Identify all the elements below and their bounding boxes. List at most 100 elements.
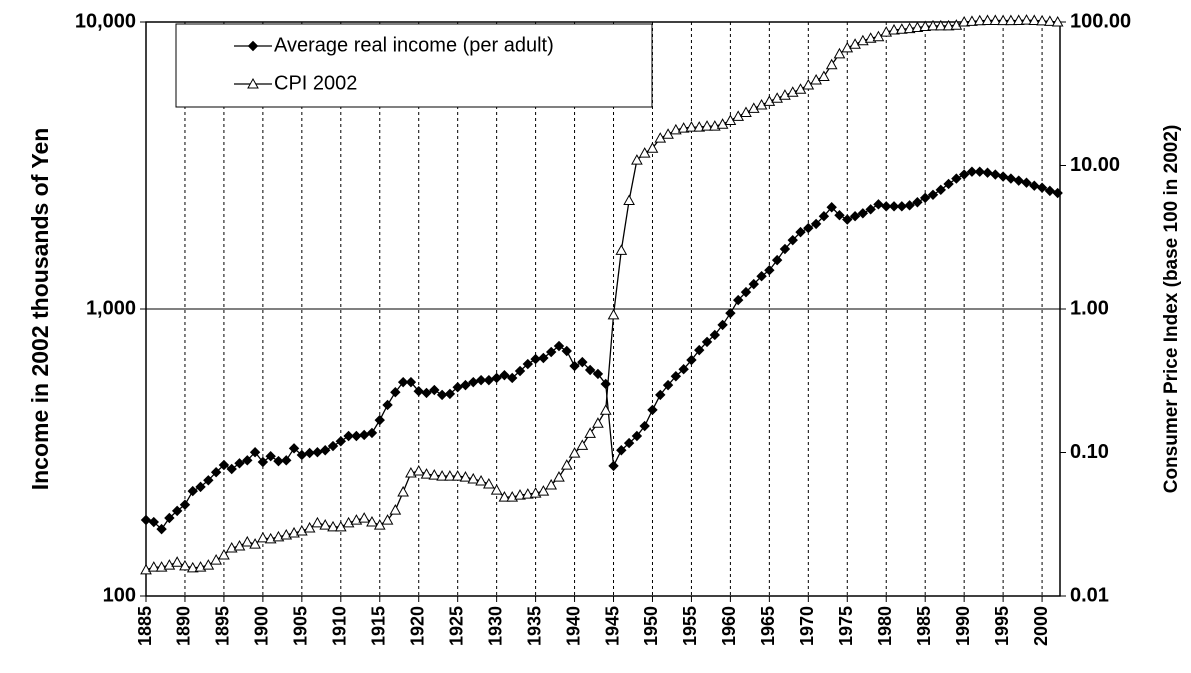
data-point	[436, 470, 448, 481]
y2-tick-label: 10.00	[1070, 154, 1120, 176]
data-point	[553, 340, 565, 352]
data-point	[507, 372, 518, 384]
data-point	[428, 469, 441, 480]
x-tick-label: 1925	[446, 606, 466, 646]
data-point	[412, 464, 425, 476]
data-point	[927, 189, 939, 200]
data-point	[530, 353, 541, 365]
data-point	[834, 210, 845, 221]
data-point	[1028, 14, 1041, 25]
data-point	[740, 286, 752, 298]
data-point	[997, 14, 1009, 26]
data-point	[810, 218, 822, 230]
data-point	[716, 118, 729, 129]
x-tick-label: 1905	[291, 606, 311, 646]
x-tick-label: 1955	[680, 606, 700, 646]
data-point	[1005, 173, 1017, 184]
data-point	[241, 535, 254, 547]
data-point	[429, 384, 440, 396]
data-point	[436, 389, 448, 401]
data-point	[599, 404, 612, 415]
x-tick-label: 1970	[797, 606, 817, 646]
data-point	[421, 387, 432, 399]
data-point	[491, 372, 502, 384]
data-point	[1052, 187, 1063, 199]
data-point	[935, 184, 946, 196]
data-point	[592, 417, 604, 428]
data-point	[732, 110, 745, 121]
y-tick-label: 100	[103, 584, 136, 606]
data-point	[171, 556, 184, 567]
data-point	[202, 559, 215, 570]
data-point	[974, 166, 985, 177]
data-point	[140, 514, 152, 526]
data-point	[982, 167, 993, 178]
x-tick-label: 1930	[485, 606, 505, 646]
data-point	[592, 368, 604, 380]
data-point	[786, 86, 799, 97]
data-point	[242, 455, 253, 466]
data-point	[631, 154, 643, 165]
y2-tick-label: 0.10	[1070, 441, 1109, 463]
data-point	[896, 201, 908, 212]
data-point	[296, 449, 308, 461]
data-point	[577, 356, 588, 368]
data-point	[818, 211, 830, 222]
data-point	[366, 515, 378, 527]
data-point	[701, 120, 713, 131]
data-point	[1044, 185, 1056, 197]
data-point	[584, 364, 596, 376]
data-point	[833, 47, 846, 59]
data-point	[950, 19, 963, 30]
x-tick-label: 1960	[719, 606, 739, 646]
data-point	[904, 200, 915, 211]
series-line	[145, 171, 1058, 531]
data-point	[608, 460, 619, 472]
data-point	[381, 514, 394, 525]
data-point	[678, 363, 689, 375]
data-point	[420, 468, 433, 479]
data-point	[164, 512, 175, 524]
data-point	[919, 20, 932, 32]
data-point	[545, 478, 558, 490]
data-point	[358, 429, 370, 441]
data-point	[623, 437, 635, 449]
data-point	[522, 358, 534, 370]
data-point	[1029, 180, 1040, 191]
data-point	[755, 98, 768, 110]
data-point	[764, 265, 775, 276]
data-point	[320, 445, 331, 456]
data-point	[825, 58, 838, 70]
data-point	[257, 531, 269, 543]
data-point	[966, 15, 978, 26]
data-point	[382, 399, 393, 411]
data-point	[818, 70, 830, 82]
data-point	[343, 430, 354, 442]
data-point	[779, 89, 791, 100]
data-point	[179, 559, 191, 571]
data-point	[771, 254, 783, 266]
data-point	[958, 15, 971, 27]
data-point	[725, 307, 736, 319]
data-point	[171, 505, 183, 517]
data-point	[561, 345, 572, 357]
data-point	[989, 14, 1002, 25]
data-point	[763, 95, 776, 106]
data-point	[732, 294, 744, 306]
data-point	[927, 19, 939, 31]
data-point	[413, 386, 424, 397]
x-tick-label: 1915	[369, 606, 389, 646]
data-point	[499, 369, 510, 381]
data-point	[327, 520, 339, 532]
data-point	[958, 169, 970, 180]
data-point	[514, 365, 526, 377]
x-tick-label: 1980	[875, 606, 895, 646]
data-point	[187, 485, 198, 497]
data-point	[234, 458, 245, 469]
x-tick-label: 1895	[213, 606, 233, 646]
data-point	[163, 559, 176, 570]
data-point	[186, 561, 199, 573]
data-point	[390, 386, 401, 398]
data-point	[1036, 14, 1048, 26]
